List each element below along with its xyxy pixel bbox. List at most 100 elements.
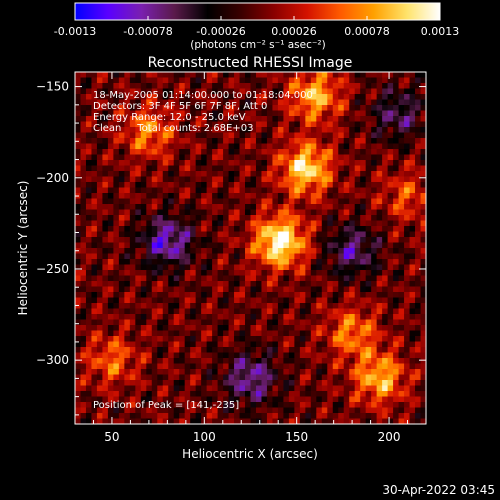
heatmap-cell xyxy=(277,253,285,260)
heatmap-cell xyxy=(305,385,312,392)
heatmap-cell xyxy=(266,72,274,79)
heatmap-cell xyxy=(206,198,213,205)
heatmap-cell xyxy=(288,358,295,365)
heatmap-cell xyxy=(310,292,317,299)
heatmap-cell xyxy=(409,226,416,233)
heatmap-cell xyxy=(113,418,120,424)
heatmap-cell xyxy=(299,143,306,150)
heatmap-cell xyxy=(228,314,235,321)
annotation-detectors: Detectors: 3F 4F 5F 6F 7F 8F, Att 0 xyxy=(93,101,267,112)
heatmap-cell xyxy=(129,391,136,398)
heatmap-cell xyxy=(102,121,109,128)
heatmap-cell xyxy=(349,297,356,304)
heatmap-cell xyxy=(91,88,98,95)
heatmap-cell xyxy=(102,314,109,321)
heatmap-cell xyxy=(190,407,197,414)
heatmap-cell xyxy=(107,385,114,392)
heatmap-cell xyxy=(102,182,109,189)
heatmap-cell xyxy=(349,149,356,156)
heatmap-cell xyxy=(140,83,147,90)
heatmap-cell xyxy=(327,319,334,326)
heatmap-cell xyxy=(415,270,422,277)
heatmap-cell xyxy=(201,110,208,117)
heatmap-cell xyxy=(305,154,312,161)
heatmap-cell xyxy=(310,143,317,150)
heatmap-cell xyxy=(234,413,241,420)
heatmap-cell xyxy=(102,264,109,271)
heatmap-cell xyxy=(228,336,235,343)
heatmap-cell xyxy=(113,198,120,205)
heatmap-cell xyxy=(327,303,334,310)
heatmap-cell xyxy=(157,149,164,156)
heatmap-cell xyxy=(250,413,257,420)
heatmap-cell xyxy=(376,374,383,381)
heatmap-cell xyxy=(277,336,285,343)
heatmap-cell xyxy=(354,347,361,354)
heatmap-cell xyxy=(135,308,142,315)
heatmap-cell xyxy=(245,116,252,123)
heatmap-cell xyxy=(365,121,372,128)
heatmap-cell xyxy=(179,308,186,315)
heatmap-cell xyxy=(316,127,323,134)
heatmap-cell xyxy=(266,259,274,266)
heatmap-cell xyxy=(75,132,82,139)
heatmap-cell xyxy=(305,248,312,255)
heatmap-cell xyxy=(168,231,175,238)
heatmap-cell xyxy=(316,402,323,409)
heatmap-cell xyxy=(360,209,367,216)
heatmap-cell xyxy=(365,99,372,106)
heatmap-cell xyxy=(102,374,109,381)
heatmap-cell xyxy=(261,402,268,409)
heatmap-cell xyxy=(195,209,202,216)
heatmap-cell xyxy=(409,127,416,134)
heatmap-cell xyxy=(135,297,142,304)
heatmap-cell xyxy=(157,330,164,337)
heatmap-cell xyxy=(398,396,405,403)
heatmap-cell xyxy=(316,116,323,123)
heatmap-cell xyxy=(168,341,175,348)
heatmap-cell xyxy=(228,165,235,172)
heatmap-cell xyxy=(206,347,213,354)
heatmap-cell xyxy=(349,187,356,194)
heatmap-cell xyxy=(124,116,131,123)
heatmap-cell xyxy=(124,149,131,156)
heatmap-cell xyxy=(261,88,268,95)
heatmap-cell xyxy=(415,209,422,216)
heatmap-cell xyxy=(409,336,416,343)
heatmap-cell xyxy=(245,132,252,139)
heatmap-cell xyxy=(404,160,411,167)
heatmap-cell xyxy=(102,292,109,299)
heatmap-cell xyxy=(107,369,114,376)
heatmap-cell xyxy=(124,99,131,106)
heatmap-cell xyxy=(382,308,389,315)
heatmap-cell xyxy=(261,171,268,178)
heatmap-cell xyxy=(250,336,257,343)
heatmap-cell xyxy=(234,110,241,117)
heatmap-cell xyxy=(135,149,142,156)
heatmap-cell xyxy=(124,242,131,249)
heatmap-cell xyxy=(415,237,422,244)
heatmap-cell xyxy=(102,110,109,117)
heatmap-cell xyxy=(162,253,169,260)
x-tick-label: 100 xyxy=(193,430,216,444)
heatmap-cell xyxy=(365,341,372,348)
heatmap-cell xyxy=(239,336,246,343)
heatmap-cell xyxy=(151,83,158,90)
heatmap-cell xyxy=(420,292,426,299)
heatmap-cell xyxy=(272,231,279,238)
heatmap-cell xyxy=(420,99,426,106)
heatmap-cell xyxy=(85,275,93,282)
heatmap-cell xyxy=(234,385,241,392)
heatmap-cell xyxy=(343,83,350,90)
heatmap-cell xyxy=(299,264,306,271)
heatmap-cell xyxy=(102,325,109,332)
heatmap-cell xyxy=(332,226,339,233)
heatmap-cell xyxy=(80,88,87,95)
heatmap-cell xyxy=(195,292,202,299)
heatmap-cell xyxy=(266,396,274,403)
heatmap-cell xyxy=(168,270,175,277)
heatmap-cell xyxy=(80,198,87,205)
heatmap-cell xyxy=(255,226,263,233)
heatmap-cell xyxy=(288,314,295,321)
heatmap-cell xyxy=(321,171,328,178)
